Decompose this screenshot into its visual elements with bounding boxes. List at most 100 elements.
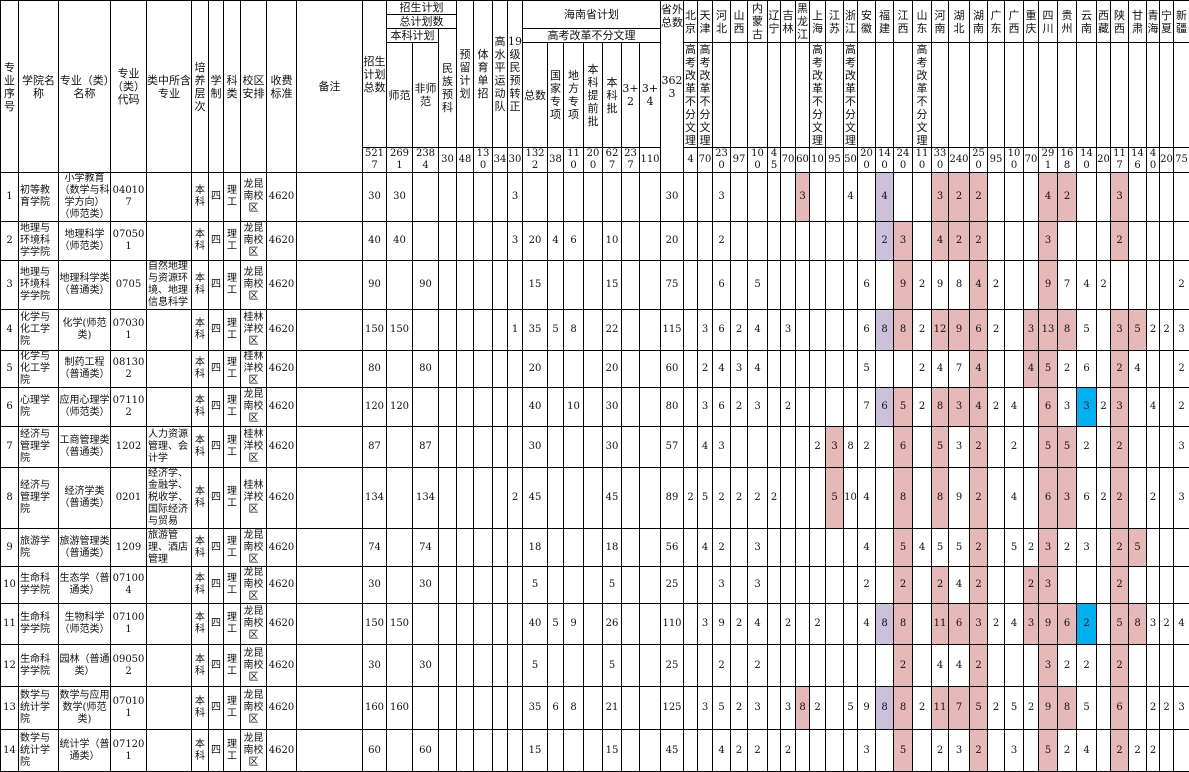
province-cell — [1129, 567, 1147, 604]
province-cell: 2 — [1111, 222, 1129, 261]
column-header-hainan: 3+2 — [622, 43, 640, 148]
province-cell: 2 — [949, 173, 970, 222]
province-cell: 2 — [988, 261, 1005, 310]
province-cell: 8 — [1058, 687, 1077, 730]
province-cell — [684, 351, 698, 388]
province-cell: 2 — [684, 468, 698, 529]
province-header: 天津 — [698, 1, 713, 43]
plan-cell — [493, 604, 508, 645]
row-cell-seq: 1 — [1, 173, 19, 222]
province-cell: 2 — [970, 567, 988, 604]
plan-cell — [439, 730, 457, 772]
plan-cell: 87 — [413, 427, 439, 468]
plan-cell — [439, 222, 457, 261]
province-cell: 6 — [858, 261, 876, 310]
province-cell: 3 — [713, 427, 731, 468]
row-cell-included-majors — [147, 388, 192, 427]
province-cell: 5 — [1077, 310, 1097, 351]
out-province-label: 省外总数 — [661, 3, 683, 29]
province-cell: 4 — [748, 310, 768, 351]
province-cell — [826, 730, 844, 772]
province-cell — [748, 173, 768, 222]
province-cell — [876, 351, 894, 388]
plan-cell: 4 — [548, 222, 564, 261]
row-cell-remark — [297, 222, 363, 261]
province-cell: 2 — [970, 730, 988, 772]
plan-cell — [387, 529, 413, 567]
province-cell: 4 — [1005, 388, 1024, 427]
province-cell — [988, 645, 1005, 687]
province-header: 山西 — [731, 1, 748, 43]
province-cell — [768, 261, 781, 310]
province-cell — [684, 604, 698, 645]
province-note: 高考改革不分文理 — [698, 43, 713, 148]
plan-cell — [622, 529, 640, 567]
plan-cell: 5 — [548, 310, 564, 351]
plan-cell: 22 — [603, 310, 622, 351]
province-cell — [1147, 427, 1160, 468]
plan-cell — [474, 645, 493, 687]
province-cell: 9 — [932, 261, 949, 310]
province-cell — [768, 310, 781, 351]
province-cell: 3 — [949, 427, 970, 468]
province-cell — [698, 173, 713, 222]
province-cell: 2 — [1058, 645, 1077, 687]
province-cell — [1147, 351, 1160, 388]
province-cell: 4 — [698, 427, 713, 468]
province-cell — [1160, 427, 1174, 468]
total-value: 2384 — [413, 148, 439, 173]
province-note — [876, 43, 894, 148]
province-cell: 2 — [748, 730, 768, 772]
province-cell: 2 — [1097, 388, 1111, 427]
column-header: 科类 — [224, 1, 241, 173]
row-cell-remark — [297, 310, 363, 351]
column-header: 学制 — [209, 1, 224, 173]
plan-cell: 56 — [661, 529, 684, 567]
plan-cell — [640, 730, 661, 772]
province-cell: 2 — [970, 529, 988, 567]
province-cell — [1111, 261, 1129, 310]
province-cell — [988, 468, 1005, 529]
province-cell — [844, 529, 858, 567]
plan-cell — [387, 645, 413, 687]
province-cell: 2 — [1058, 529, 1077, 567]
province-cell — [1024, 173, 1039, 222]
row-cell-code: 071201 — [111, 730, 147, 772]
province-cell: 2 — [988, 310, 1005, 351]
province-note — [970, 43, 988, 148]
column-header-hainan: 国家专项 — [548, 43, 564, 148]
province-cell: 3 — [1174, 310, 1189, 351]
province-cell — [684, 222, 698, 261]
province-cell: 2 — [932, 730, 949, 772]
province-header: 云南 — [1077, 1, 1097, 43]
province-cell: 4 — [1024, 351, 1039, 388]
province-cell — [781, 468, 796, 529]
province-cell — [698, 261, 713, 310]
plan-cell — [493, 222, 508, 261]
province-cell — [781, 351, 796, 388]
row-cell-remark — [297, 173, 363, 222]
total-value: 1322 — [523, 148, 548, 173]
plan-cell: 18 — [523, 529, 548, 567]
row-cell-remark — [297, 730, 363, 772]
plan-cell: 15 — [603, 730, 622, 772]
province-total: 146 — [1129, 148, 1147, 173]
plan-cell — [508, 567, 523, 604]
province-cell: 3 — [1039, 645, 1058, 687]
plan-cell — [548, 351, 564, 388]
plan-cell — [493, 468, 508, 529]
province-cell — [913, 222, 932, 261]
out-province-total: 3623 — [662, 74, 683, 100]
plan-cell: 74 — [413, 529, 439, 567]
province-cell — [810, 645, 826, 687]
province-cell — [1005, 351, 1024, 388]
province-cell — [810, 388, 826, 427]
column-header: 专业序号 — [1, 1, 19, 173]
province-cell — [858, 222, 876, 261]
plan-cell — [457, 388, 474, 427]
plan-cell: 120 — [387, 388, 413, 427]
plan-cell: 57 — [661, 427, 684, 468]
